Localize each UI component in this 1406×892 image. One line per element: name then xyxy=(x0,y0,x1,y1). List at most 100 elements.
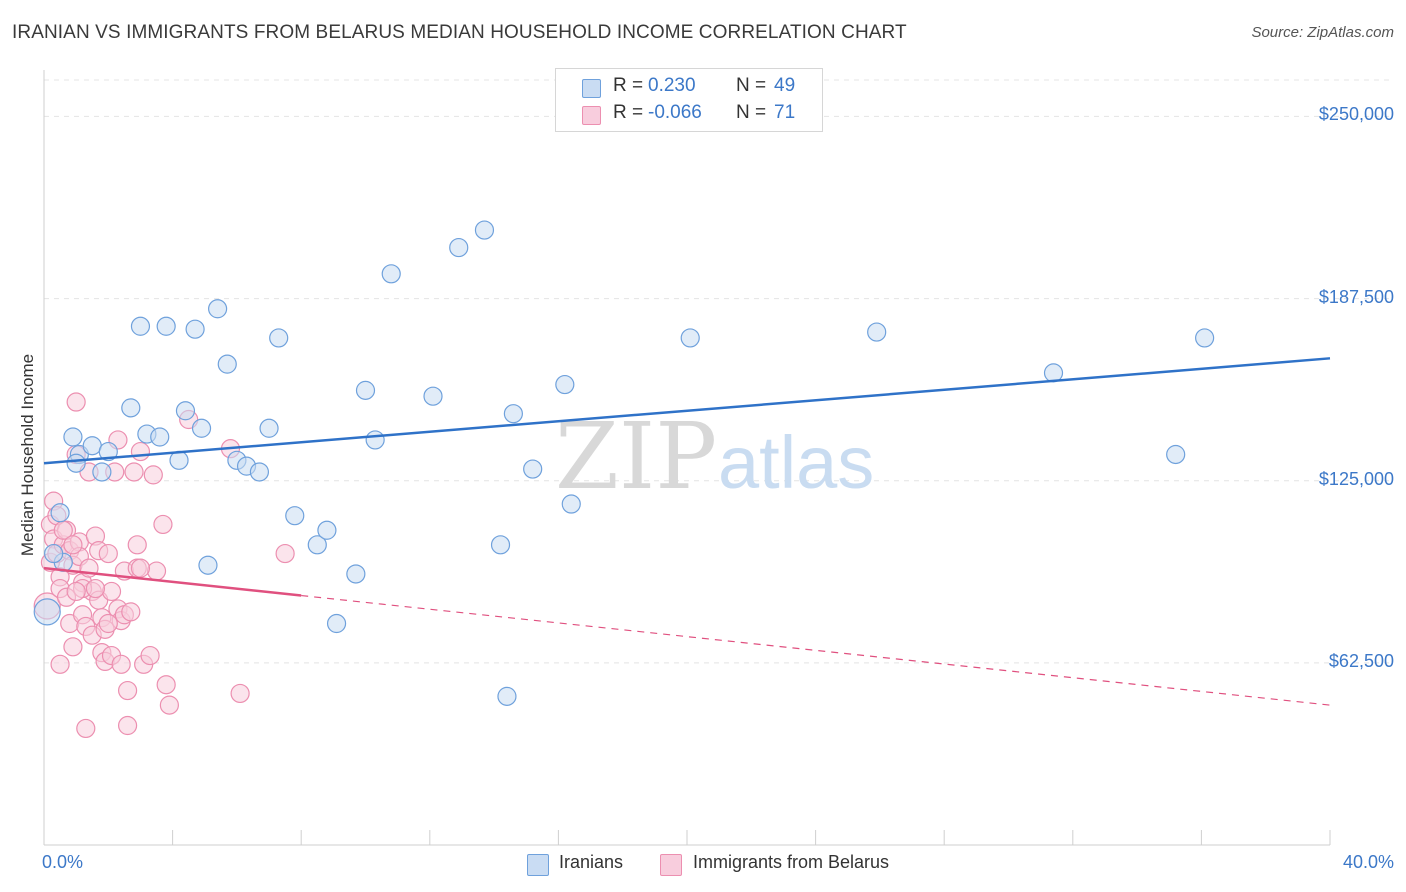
data-point xyxy=(156,316,176,336)
legend-n-value: 71 xyxy=(774,102,796,123)
data-point xyxy=(269,328,289,348)
data-point xyxy=(146,561,167,581)
legend-n-value: 49 xyxy=(774,75,796,96)
source-label: Source: ZipAtlas.com xyxy=(1251,24,1394,41)
data-point xyxy=(44,543,64,564)
x-tick-label-max: 40.0% xyxy=(1342,852,1394,872)
watermark-atlas: atlas xyxy=(718,421,874,504)
stats-legend: R = 0.230 N = 49 R = -0.066 N = 71 xyxy=(555,68,823,132)
data-point xyxy=(497,686,517,706)
legend-row-iranians: R = 0.230 N = 49 xyxy=(556,73,822,101)
data-point xyxy=(121,602,141,622)
data-point xyxy=(208,299,228,319)
y-tick-label: $250,000 xyxy=(1318,104,1394,125)
data-point xyxy=(121,398,141,418)
data-point xyxy=(127,535,147,555)
data-point xyxy=(185,319,205,339)
data-point xyxy=(124,462,144,482)
data-point xyxy=(230,683,250,704)
data-point xyxy=(85,578,106,599)
data-point xyxy=(76,718,96,739)
bottom-legend-swatch-iranians xyxy=(527,854,549,876)
data-point xyxy=(449,237,469,258)
data-point xyxy=(191,418,212,438)
data-point xyxy=(63,535,83,555)
legend-swatch-pink xyxy=(582,106,601,125)
data-point xyxy=(130,558,151,578)
data-point xyxy=(82,436,102,456)
bottom-legend-swatch-belarus xyxy=(660,854,682,876)
data-point xyxy=(381,264,401,284)
data-point xyxy=(555,374,575,395)
data-point xyxy=(92,462,112,482)
data-point xyxy=(153,514,173,535)
x-tick-label-min: 0.0% xyxy=(42,852,84,872)
data-point xyxy=(143,465,163,485)
y-tick-label: $62,500 xyxy=(1328,650,1394,671)
data-point xyxy=(66,581,86,602)
axes xyxy=(43,70,1331,846)
data-point xyxy=(217,354,237,374)
y-tick-label: $187,500 xyxy=(1318,286,1394,307)
data-point xyxy=(561,494,581,514)
data-point xyxy=(169,450,189,470)
data-point xyxy=(130,441,151,462)
data-point xyxy=(490,535,511,555)
data-point xyxy=(423,386,443,406)
bottom-legend-iranians: Iranians xyxy=(559,852,624,872)
data-point xyxy=(150,427,170,447)
data-point xyxy=(175,401,196,421)
data-point xyxy=(355,380,376,400)
data-point xyxy=(249,462,270,482)
data-point xyxy=(1166,444,1186,465)
data-point xyxy=(523,459,543,479)
data-point xyxy=(117,715,138,736)
data-point xyxy=(317,520,337,540)
data-point xyxy=(50,654,70,674)
trend-lines xyxy=(43,357,1331,706)
legend-r-label: R = xyxy=(613,75,644,96)
data-point xyxy=(50,503,70,523)
legend-r-value: -0.066 xyxy=(648,102,702,123)
data-point xyxy=(326,613,347,634)
data-point xyxy=(117,680,138,701)
data-point xyxy=(1195,328,1215,348)
data-point xyxy=(867,322,887,342)
trend-line-dashed xyxy=(301,594,1331,706)
data-point xyxy=(63,637,83,657)
data-point xyxy=(111,654,131,674)
data-point xyxy=(140,645,160,666)
legend-n-label: N = xyxy=(736,75,767,96)
data-point xyxy=(285,506,305,526)
legend-n-label: N = xyxy=(736,102,767,123)
trend-line-solid xyxy=(43,357,1331,465)
data-point xyxy=(98,441,118,462)
data-point xyxy=(680,328,700,348)
data-point xyxy=(98,613,118,634)
legend-r-label: R = xyxy=(613,102,644,123)
data-point xyxy=(365,430,385,450)
watermark-zip: ZIP xyxy=(555,403,717,510)
bottom-legend-belarus: Immigrants from Belarus xyxy=(693,852,890,872)
trend-line-solid xyxy=(43,566,302,597)
data-point xyxy=(66,453,86,473)
data-point xyxy=(156,675,176,695)
data-point xyxy=(198,555,218,575)
data-point xyxy=(33,598,61,626)
gridlines xyxy=(44,79,1392,664)
data-point xyxy=(130,316,151,336)
data-point xyxy=(474,220,495,240)
data-point xyxy=(503,404,523,424)
data-point xyxy=(307,535,327,555)
series-iranians-points xyxy=(33,220,1215,706)
y-tick-label: $125,000 xyxy=(1318,468,1394,489)
data-point xyxy=(66,392,86,412)
data-point xyxy=(346,564,366,584)
data-point xyxy=(275,543,295,564)
legend-r-value: 0.230 xyxy=(648,75,696,96)
legend-row-belarus: R = -0.066 N = 71 xyxy=(556,100,822,128)
chart-title: IRANIAN VS IMMIGRANTS FROM BELARUS MEDIA… xyxy=(12,22,907,43)
data-point xyxy=(159,695,179,715)
data-point xyxy=(63,427,83,447)
